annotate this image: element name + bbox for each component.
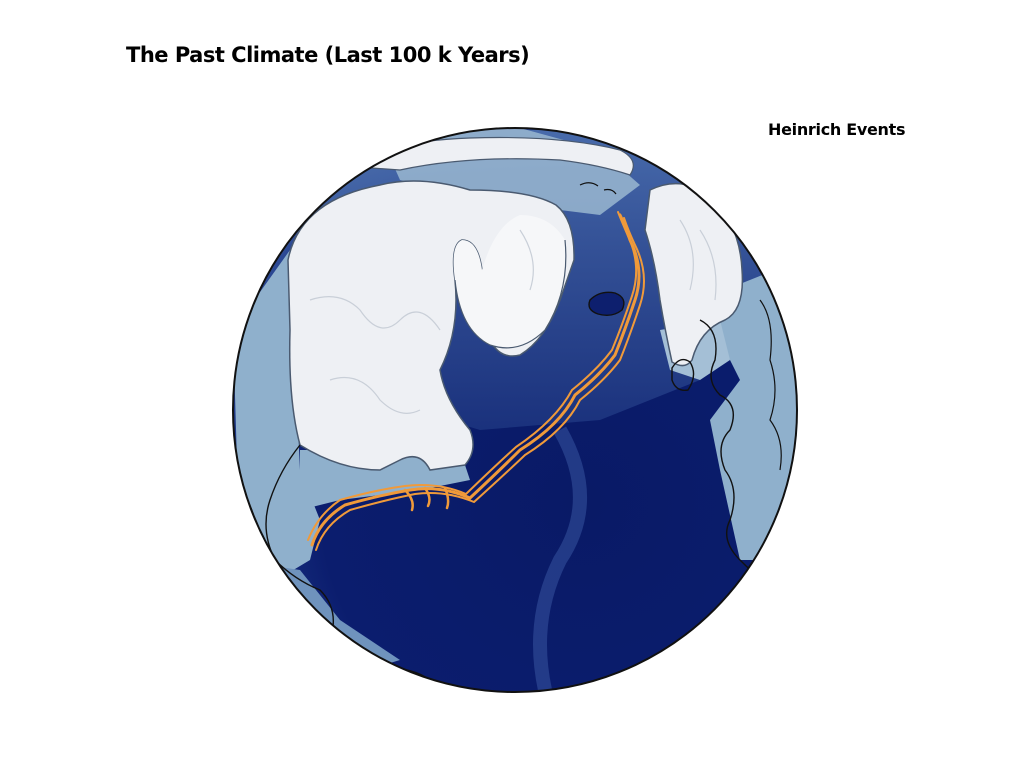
mediterranean-coastline: [759, 299, 782, 471]
iceberg-track-3: [315, 217, 645, 551]
slide-title: The Past Climate (Last 100 k Years): [126, 43, 530, 67]
iceberg-track-1: [310, 213, 641, 547]
globe-surface: [233, 128, 797, 692]
event-label: Heinrich Events: [768, 120, 906, 139]
greenland-coastline: [454, 239, 567, 349]
iceberg-track-2: [307, 211, 638, 541]
british-isles: [671, 358, 695, 391]
iceberg-tracks: [307, 211, 645, 551]
mid-atlantic-ridge: [533, 426, 587, 692]
iceland: [588, 291, 625, 317]
shelf-europe-africa: [700, 260, 797, 560]
globe-outline: [232, 127, 798, 693]
subglacial-coastlines: [309, 229, 534, 414]
iceberg-track-branches: [403, 486, 450, 512]
greenland-ice: [453, 215, 566, 348]
europe-africa-coastline: [699, 319, 791, 601]
svalbard-islands: [579, 182, 617, 195]
subglacial-coastlines-europe: [679, 219, 717, 301]
shelf-americas: [233, 250, 320, 590]
